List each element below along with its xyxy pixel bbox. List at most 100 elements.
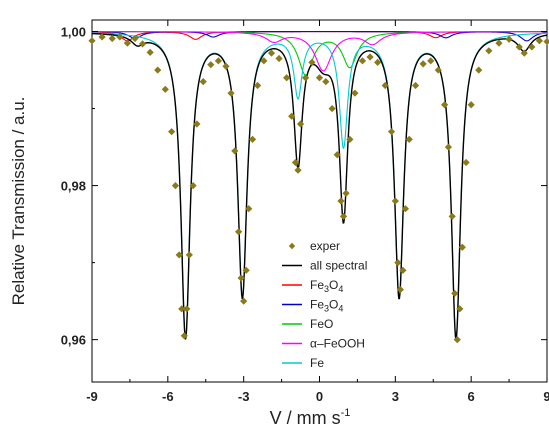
- data-point: [175, 251, 183, 259]
- legend-label: Fe: [310, 356, 324, 370]
- data-point: [294, 166, 302, 174]
- data-point: [351, 89, 359, 97]
- data-point: [98, 33, 106, 41]
- data-point: [391, 197, 399, 205]
- data-point: [475, 66, 483, 74]
- y-tick-label: 1,00: [61, 25, 86, 40]
- curves-layer: [91, 31, 548, 340]
- data-point: [231, 147, 239, 155]
- legend-marker: [288, 242, 296, 250]
- data-point: [505, 35, 513, 43]
- data-point: [520, 49, 528, 57]
- legend-label: all spectral: [310, 259, 367, 273]
- data-point: [322, 78, 330, 86]
- data-point: [515, 43, 523, 51]
- data-point: [199, 78, 207, 86]
- data-point: [434, 66, 442, 74]
- series-line: [92, 31, 548, 42]
- series-line: [91, 31, 547, 42]
- legend-label: FeO: [310, 317, 333, 331]
- data-point: [315, 74, 324, 82]
- x-axis-title-main: V / mm s: [270, 408, 341, 428]
- data-point: [456, 305, 464, 313]
- x-tick-label: 6: [468, 389, 475, 404]
- points-layer: [88, 33, 549, 344]
- data-point: [328, 104, 336, 113]
- data-point: [451, 289, 459, 298]
- data-point: [366, 53, 374, 61]
- y-axis-title: Relative Transmission / a.u.: [9, 97, 28, 306]
- data-point: [396, 285, 404, 294]
- data-point: [116, 33, 124, 41]
- data-point: [237, 274, 245, 282]
- data-point: [214, 57, 222, 65]
- data-point: [441, 101, 449, 109]
- data-point: [342, 189, 350, 197]
- series-line: [91, 32, 548, 340]
- data-point: [535, 37, 544, 45]
- legend-label: Fe3O4: [310, 298, 343, 314]
- data-point: [308, 58, 316, 66]
- data-point: [444, 143, 453, 151]
- data-point: [485, 47, 493, 55]
- data-point: [495, 39, 503, 47]
- data-point: [146, 48, 154, 56]
- legend: exper all spectral Fe3O4 Fe3O4 FeO α–FeOOH Fe: [282, 239, 367, 370]
- data-point: [419, 60, 427, 68]
- x-axis-title: V / mm s-1: [270, 407, 351, 428]
- data-point: [448, 212, 456, 221]
- data-point: [401, 205, 410, 213]
- data-point: [405, 135, 413, 143]
- data-point: [275, 54, 283, 63]
- data-point: [339, 212, 348, 221]
- data-point: [227, 89, 235, 97]
- data-point: [267, 49, 276, 57]
- data-point: [131, 34, 139, 43]
- data-point: [399, 266, 407, 274]
- data-point: [88, 37, 96, 45]
- data-point: [168, 128, 176, 136]
- data-point: [108, 34, 116, 43]
- x-tick-label: -9: [86, 389, 98, 404]
- data-point: [242, 266, 250, 274]
- data-point: [193, 120, 201, 128]
- data-point: [427, 57, 435, 65]
- data-point: [283, 74, 291, 82]
- data-point: [296, 120, 305, 128]
- data-point: [123, 39, 131, 47]
- data-point: [291, 158, 300, 167]
- x-tick-label: 3: [392, 389, 399, 404]
- x-tick-label: 9: [543, 389, 549, 404]
- data-point: [248, 135, 257, 143]
- data-point: [333, 151, 341, 159]
- legend-label: Fe3O4: [310, 278, 343, 294]
- data-point: [183, 305, 191, 313]
- x-tick-label: -6: [162, 389, 174, 404]
- data-point: [337, 197, 345, 205]
- data-point: [411, 81, 420, 90]
- data-point: [235, 228, 243, 236]
- data-point: [458, 243, 466, 251]
- data-point: [180, 332, 188, 340]
- data-point: [171, 181, 180, 190]
- data-point: [189, 181, 197, 190]
- data-point: [207, 61, 215, 69]
- data-point: [543, 37, 549, 46]
- data-point: [240, 297, 248, 305]
- data-point: [467, 101, 475, 109]
- legend-label: exper: [310, 239, 340, 253]
- data-point: [178, 305, 186, 313]
- data-point: [245, 205, 253, 213]
- x-tick-label: 0: [316, 389, 323, 404]
- data-point: [161, 85, 169, 93]
- data-point: [253, 81, 262, 90]
- ticks-layer: -9 -6 -3 0 3 6 9 0,96 0,98 1,00: [61, 20, 549, 404]
- y-tick-label: 0,96: [61, 333, 86, 348]
- x-tick-label: -3: [238, 389, 250, 404]
- data-point: [154, 66, 162, 74]
- data-point: [138, 40, 147, 48]
- data-point: [288, 112, 296, 120]
- legend-label: α–FeOOH: [310, 337, 365, 351]
- x-axis-title-sup: -1: [341, 407, 351, 419]
